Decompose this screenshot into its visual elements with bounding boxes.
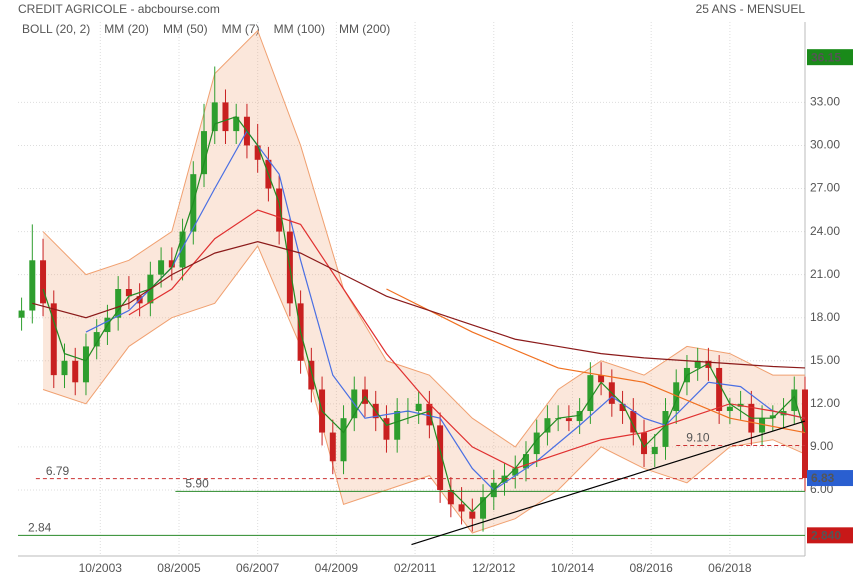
candle-body [50,303,57,376]
bollinger-lower [42,244,806,534]
candle-body [791,389,798,412]
x-tick-label: 06/2007 [236,561,280,575]
price-label: 36.15 [811,50,841,64]
candle-body [276,188,283,232]
x-tick-label: 10/2003 [79,561,123,575]
candle-body [565,418,572,422]
moving-average [32,241,806,369]
candle-body [394,411,401,440]
candle-body [61,360,68,376]
price-label-box [807,470,853,487]
candle-body [726,406,733,412]
candle-body [802,389,808,479]
candle-body [673,382,680,412]
candle-body [587,375,594,412]
candle-body [480,497,487,519]
chart-title: CREDIT AGRICOLE - abcbourse.com [18,2,220,16]
x-tick-label: 08/2016 [629,561,673,575]
candle-body [598,375,605,383]
candle-body [158,260,165,275]
price-label: 6.83 [811,471,835,485]
candle-body [93,332,100,347]
candle-body [426,403,433,426]
y-tick-label: 12.00 [810,396,840,410]
candle-body [415,403,422,412]
y-tick-label: 18.00 [810,310,840,324]
level-label: 2.84 [28,521,52,535]
x-tick-label: 12/2012 [472,561,516,575]
candle-body [619,403,626,412]
candle-body [694,360,701,368]
y-tick-label: 27.00 [810,181,840,195]
candle-body [18,310,25,318]
candle-body [72,360,79,383]
candle-body [82,346,89,383]
candle-body [222,102,229,132]
candle-body [168,260,175,268]
trend-line [411,420,806,546]
candle-body [651,446,658,455]
candle-body [662,411,669,447]
candle-body [125,289,132,297]
candle-body [29,260,36,311]
candle-body [115,289,122,318]
legend-label: MM (200) [339,22,390,36]
moving-average [386,288,806,434]
candle-body [458,504,465,512]
x-tick-label: 04/2009 [315,561,359,575]
level-label: 9.10 [686,431,710,445]
candle-body [179,231,186,268]
legend-label: MM (20) [104,22,149,36]
candle-body [469,511,476,519]
candle-body [329,432,336,462]
candle-body [254,145,261,160]
chart-subtitle: 25 ANS - MENSUEL [696,2,806,16]
candle-body [437,425,444,490]
y-tick-label: 15.00 [810,353,840,367]
y-tick-label: 21.00 [810,267,840,281]
y-tick-label: 33.00 [810,95,840,109]
level-label: 6.79 [46,464,70,478]
candle-body [576,411,583,422]
candle-body [383,418,390,440]
price-label-box [807,527,853,544]
candle-body [447,489,454,505]
legend: BOLL (20, 2) MM (20) MM (50) MM (7) MM (100)… [22,22,390,36]
candle-body [533,432,540,455]
moving-average [128,209,806,470]
candle-body [40,260,47,304]
candle-body [308,360,315,390]
candle-body [759,418,766,433]
candle-body [211,102,218,132]
candle-body [340,418,347,462]
candle-body [201,131,208,175]
legend-label: MM (50) [163,22,208,36]
candle-body [544,418,551,433]
legend-label: MM (100) [274,22,325,36]
legend-label: BOLL (20, 2) [22,22,90,36]
candle-body [630,411,637,433]
candle-body [641,432,648,455]
x-tick-label: 06/2018 [708,561,752,575]
x-tick-label: 08/2005 [157,561,201,575]
price-label: 2.840 [811,529,841,543]
x-tick-label: 02/2011 [394,561,437,575]
y-tick-label: 30.00 [810,138,840,152]
bollinger-upper [42,29,805,448]
candle-body [512,468,519,476]
price-label-box [807,49,853,66]
legend-label: MM (7) [222,22,260,36]
moving-average [85,129,806,491]
candle-body [769,415,776,419]
candle-body [716,367,723,412]
y-tick-label: 9.00 [810,439,834,453]
moving-average [42,116,806,513]
candle-body [522,454,529,469]
level-label: 5.90 [185,477,209,491]
x-tick-label: 10/2014 [551,561,595,575]
candle-body [233,116,240,132]
y-tick-label: 24.00 [810,224,840,238]
